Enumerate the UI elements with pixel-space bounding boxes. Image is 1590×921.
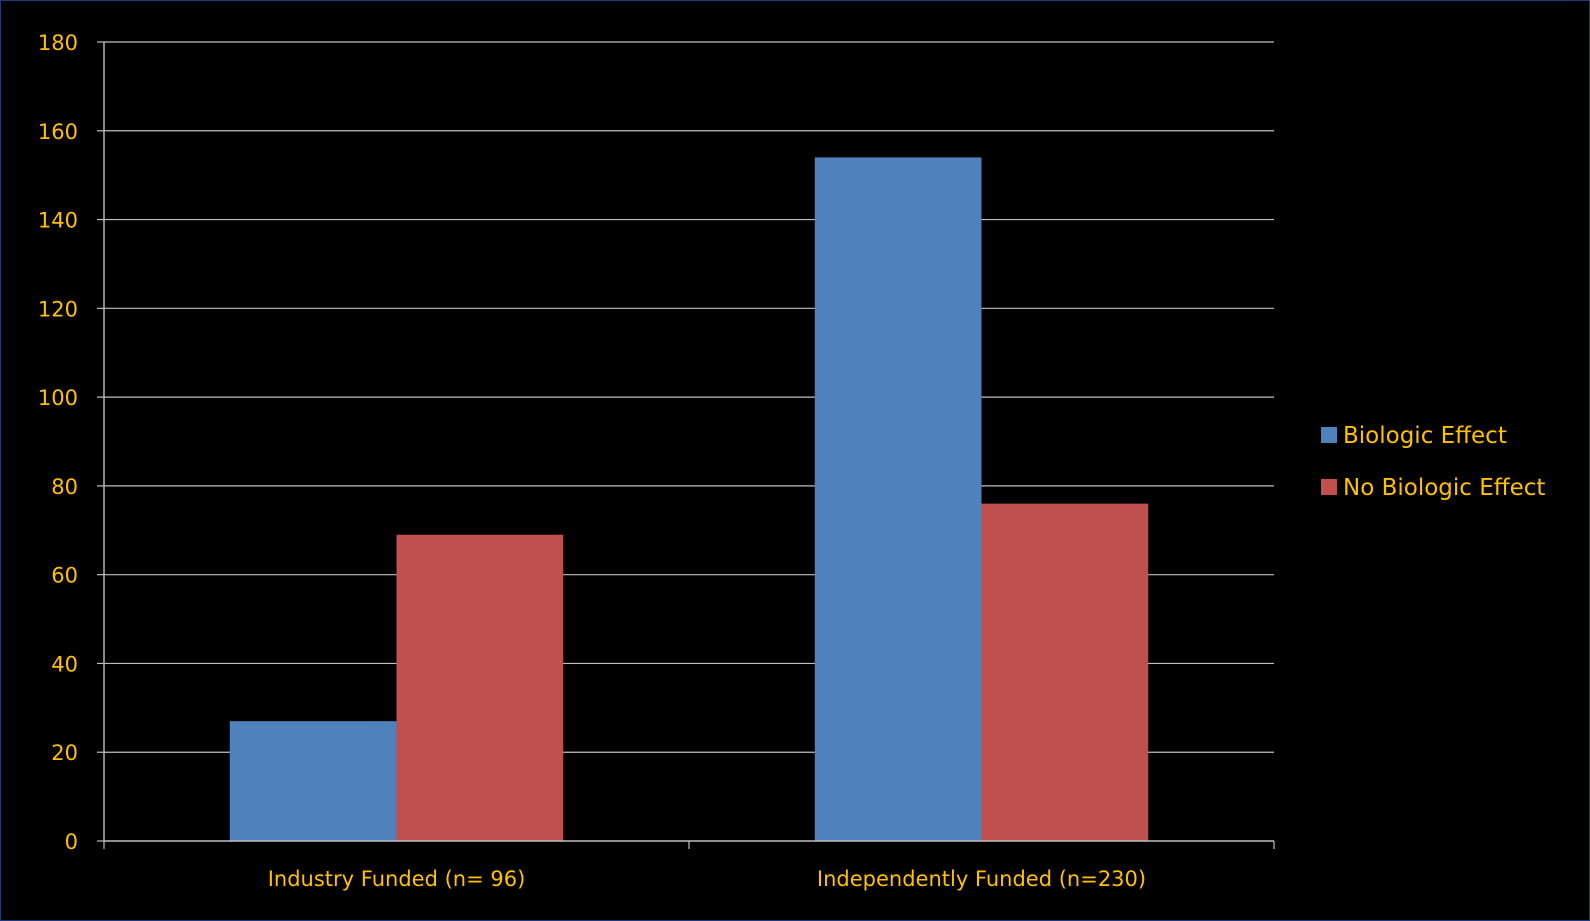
y-tick-label: 20 (51, 741, 78, 765)
y-tick-label: 40 (51, 652, 78, 676)
bar-no-biologic-effect-0 (396, 534, 564, 841)
axes (97, 41, 1275, 849)
y-tick-label: 0 (65, 830, 78, 854)
bars (229, 157, 1149, 841)
y-tick-labels: 0 20 40 60 80 100 120 140 160 180 (38, 31, 78, 854)
y-tick-label: 80 (51, 475, 78, 499)
bar-biologic-effect-0 (229, 721, 397, 841)
x-tick-label: Independently Funded (n=230) (817, 867, 1146, 891)
x-tick-labels: Industry Funded (n= 96) Independently Fun… (268, 867, 1146, 891)
legend-label: No Biologic Effect (1343, 475, 1545, 501)
y-tick-label: 160 (38, 120, 78, 144)
legend: Biologic Effect No Biologic Effect (1321, 423, 1545, 501)
x-tick-label: Industry Funded (n= 96) (268, 867, 526, 891)
y-tick-label: 100 (38, 386, 78, 410)
y-tick-label: 120 (38, 297, 78, 321)
legend-label: Biologic Effect (1343, 423, 1507, 449)
y-tick-label: 60 (51, 564, 78, 588)
legend-swatch (1321, 427, 1337, 443)
bar-no-biologic-effect-1 (981, 503, 1149, 841)
y-tick-label: 180 (38, 31, 78, 55)
y-tick-label: 140 (38, 209, 78, 233)
bar-biologic-effect-1 (814, 157, 982, 841)
legend-swatch (1321, 479, 1337, 495)
gridlines (104, 41, 1274, 753)
